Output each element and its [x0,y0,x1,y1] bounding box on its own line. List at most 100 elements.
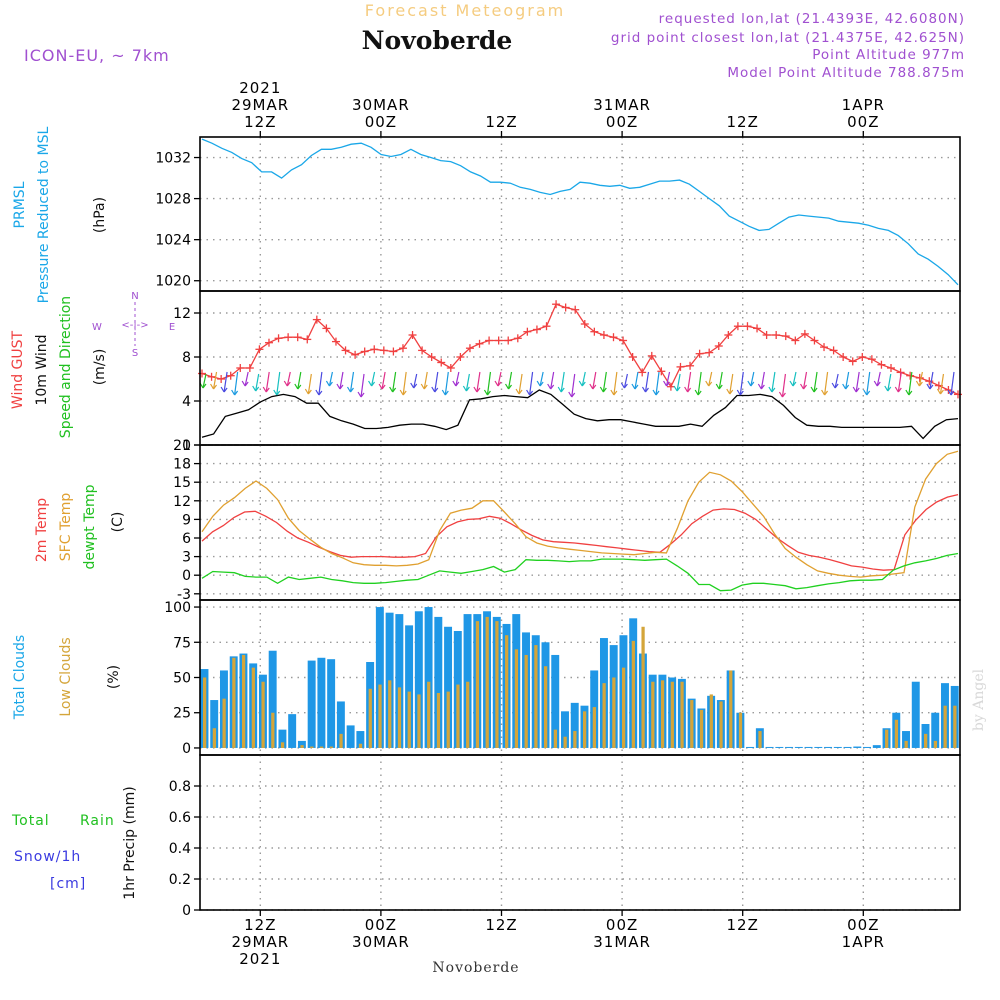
compass-east: E [169,322,175,333]
wind-direction-arrow [346,371,355,393]
wind-arrow-head-b [571,392,576,398]
wind-arrow-head-a [599,386,604,393]
bottom-tick-label: 29MAR [231,933,289,951]
gust-marker [906,371,915,380]
wind-direction-arrow [483,371,492,396]
wind-arrow-head-a [578,380,583,387]
model-label: ICON-EU, ~ 7km [24,46,170,65]
wind-arrow-head-b [455,381,460,387]
bottom-tick-label: 2021 [239,950,281,968]
top-tick-label: 2021 [239,79,281,97]
wind-direction-arrow [568,373,576,398]
top-tick-label: 12Z [485,113,517,131]
wind-direction-arrow [831,373,839,389]
low-cloud-bar [729,670,733,748]
wind-arrow-head-b [771,387,776,393]
gust-marker [322,324,331,333]
wind-arrow-shaft [476,371,481,393]
watermark: by Angel [971,668,987,731]
low-cloud-bar [885,729,889,748]
wind-arrow-shaft [434,371,439,393]
low-cloud-bar [933,740,938,748]
wind-arrow-head-b [834,383,839,389]
gust-marker [733,322,742,331]
gust-marker [418,346,427,355]
wind-arrow-head-a [884,385,889,392]
temperature-ytick-label: 0 [182,568,191,584]
wind-arrow-shaft [381,371,386,390]
wind-direction-arrow [199,373,207,389]
total-cloud-bar [853,746,862,748]
wind-direction-arrow [378,371,386,390]
pressure-ytick-label: 1020 [155,274,191,290]
wind-direction-arrow [431,371,439,393]
wind-arrow-head-a [610,389,615,396]
wind-arrow-shaft [581,371,586,387]
gust-marker [427,353,436,361]
wind-arrow-head-b [381,384,386,390]
wind-arrow-head-a [536,380,541,387]
gust-marker [666,382,675,391]
wind-arrow-head-a [842,383,847,390]
wind-direction-arrow [473,371,481,393]
low-cloud-bar [680,681,684,748]
wind-arrow-shaft [665,371,671,387]
total-cloud-bar [297,740,306,748]
wind-arrow-head-b [560,387,565,393]
low-cloud-bar [251,667,255,748]
low-cloud-bar [368,688,372,748]
series-wind-gust [201,303,959,395]
wind-arrow-head-a [663,380,668,387]
wind-arrow-head-b [729,389,734,395]
gust-marker [762,331,771,339]
wind-direction-arrow [420,371,428,390]
wind-arrow-shaft [370,371,376,387]
gust-marker [331,337,340,346]
gust-marker [312,315,321,324]
gust-marker [456,353,465,361]
low-cloud-bar [651,681,655,748]
wind-direction-arrow [526,371,534,396]
gust-marker [590,327,599,336]
wind-arrow-head-b [687,387,692,393]
wind-direction-arrow [905,371,913,396]
wind-direction-arrow [663,371,671,387]
wind-arrow-head-b [392,387,397,393]
gust-marker [657,367,666,376]
wind-arrow-head-b [613,390,618,396]
wind-arrow-shaft [771,371,776,393]
wind-arrow-head-a [378,383,383,390]
bottom-tick-label: 00Z [365,916,397,934]
wind-arrow-head-a [241,380,246,387]
wind-direction-arrow [641,371,650,393]
wind-arrow-head-b [876,381,881,387]
wind-arrow-shaft [455,371,460,387]
wind-arrow-head-a [346,386,352,393]
pressure-ytick-label: 1024 [155,233,191,249]
wind-arrow-head-a [252,385,257,392]
wind-direction-arrow [452,371,460,387]
gust-marker [389,347,398,356]
bottom-tick-label: 1APR [842,933,885,951]
low-cloud-bar [524,654,528,748]
wind-arrow-shaft [697,371,702,396]
total-cloud-bar [405,625,414,748]
wind-direction-arrow [589,371,597,390]
wind-arrow-shaft [939,373,945,395]
wind-arrow-shaft [444,371,449,396]
wind-arrow-head-b [213,384,218,390]
gust-marker [829,346,838,355]
wind-arrow-shaft [560,371,565,393]
gust-marker [523,327,532,336]
low-cloud-bar [329,746,333,748]
wind-arrow-head-a [452,380,457,387]
wind-arrow-head-b [286,381,291,387]
wind-direction-arrow [768,371,776,393]
gust-marker [284,333,293,342]
total-cloud-bar [843,746,852,748]
low-cloud-bar [953,705,957,748]
top-tick-label: 31MAR [593,96,651,114]
wind-arrow-head-b [486,390,491,396]
gust-marker [676,362,685,371]
